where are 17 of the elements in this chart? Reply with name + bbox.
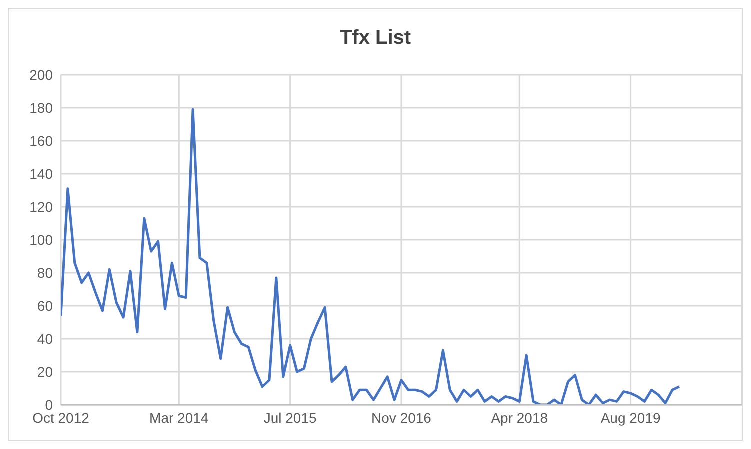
line-series [61, 108, 681, 405]
y-tick-label: 80 [37, 264, 54, 281]
y-tick-label: 160 [30, 132, 54, 149]
y-tick-label: 180 [30, 100, 54, 116]
y-tick-label: 200 [30, 66, 54, 83]
y-tick-label: 60 [37, 298, 54, 314]
x-tick-label: Jul 2015 [264, 410, 317, 426]
y-tick-label: 40 [37, 330, 54, 347]
x-tick-label: Mar 2014 [150, 410, 209, 426]
x-tick-label: Aug 2019 [600, 410, 661, 426]
y-tick-label: 120 [30, 198, 54, 215]
x-tick-label: Nov 2016 [372, 410, 432, 426]
x-tick-label: Apr 2018 [491, 410, 548, 426]
y-tick-label: 140 [30, 166, 54, 182]
y-tick-label: 100 [30, 232, 54, 248]
chart-title: Tfx List [338, 27, 412, 50]
y-tick-label: 20 [37, 364, 54, 380]
